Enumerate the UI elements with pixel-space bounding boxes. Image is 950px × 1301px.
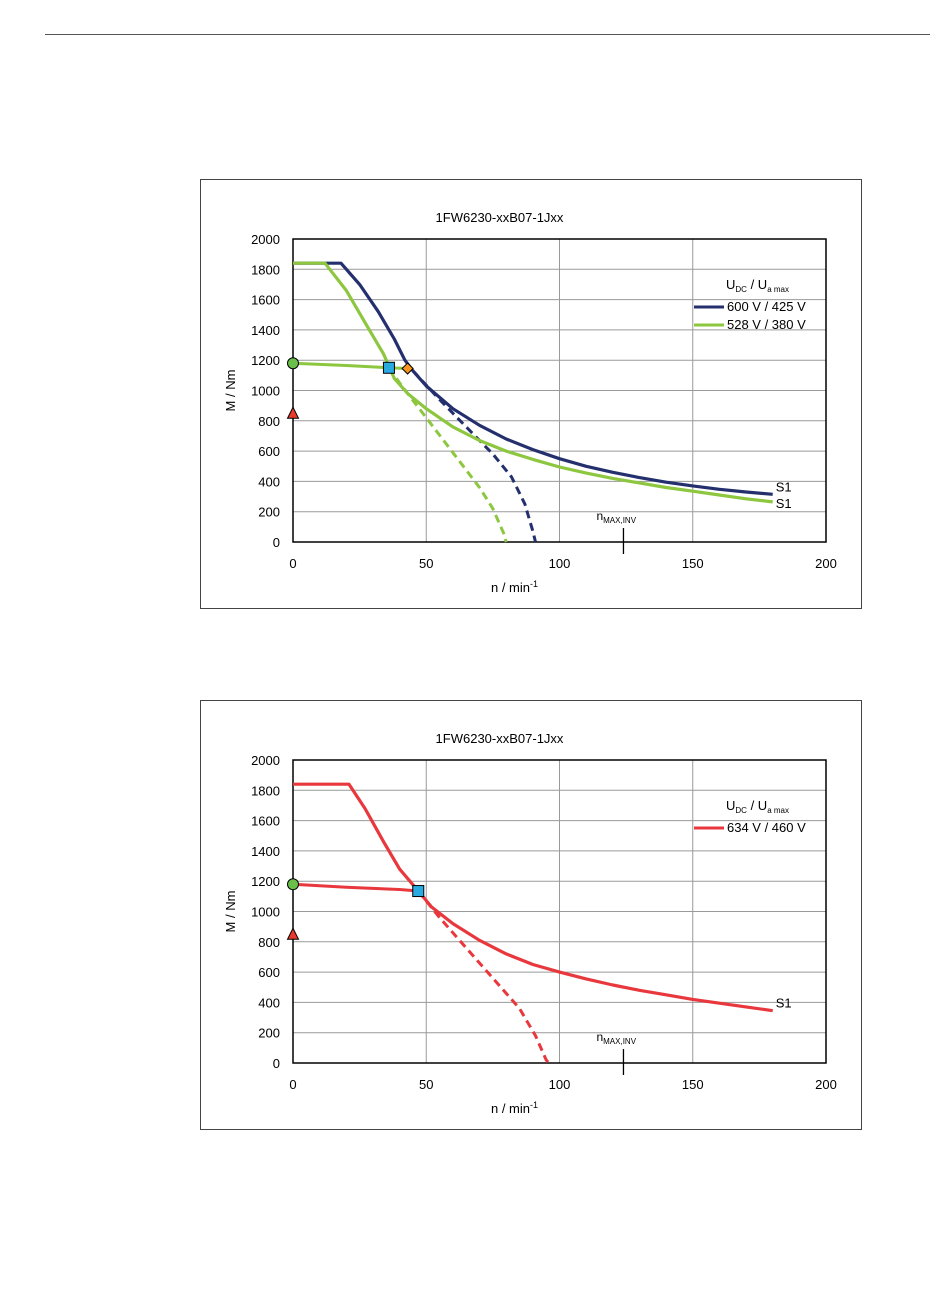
marker-diamond bbox=[401, 362, 414, 375]
base-torque-curve bbox=[292, 882, 419, 893]
y-tick-label: 1600 bbox=[251, 293, 280, 308]
chart-title: 1FW6230-xxB07-1Jxx bbox=[436, 210, 564, 225]
series-line-solid bbox=[293, 782, 773, 1013]
y-tick-label: 400 bbox=[258, 995, 280, 1010]
marker-square bbox=[412, 885, 425, 898]
marker-circle bbox=[287, 357, 299, 370]
y-tick-label: 600 bbox=[258, 444, 280, 459]
y-tick-label: 0 bbox=[273, 535, 280, 550]
marker-square bbox=[382, 361, 395, 374]
x-tick-label: 200 bbox=[815, 1077, 837, 1092]
y-tick-label: 400 bbox=[258, 474, 280, 489]
x-tick-label: 50 bbox=[419, 556, 433, 571]
x-tick-label: 100 bbox=[549, 556, 571, 571]
legend-label: 634 V / 460 V bbox=[727, 820, 806, 835]
y-tick-label: 1400 bbox=[251, 844, 280, 859]
y-tick-label: 1800 bbox=[251, 783, 280, 798]
legend-label: 528 V / 380 V bbox=[727, 317, 806, 332]
y-tick-label: 200 bbox=[258, 1026, 280, 1041]
series-end-label-s1: S1 bbox=[776, 496, 792, 511]
y-tick-label: 1000 bbox=[251, 905, 280, 920]
series-line-solid bbox=[293, 261, 773, 504]
chart-1-svg: 1FW6230-xxB07-1Jxx0200400600800100012001… bbox=[223, 210, 837, 595]
marker-triangle bbox=[286, 406, 300, 419]
x-axis-label: n / min-1 bbox=[491, 1100, 538, 1116]
series-line-solid bbox=[293, 261, 773, 496]
y-tick-label: 800 bbox=[258, 414, 280, 429]
y-tick-label: 0 bbox=[273, 1056, 280, 1071]
legend-label: 600 V / 425 V bbox=[727, 299, 806, 314]
y-tick-label: 800 bbox=[258, 935, 280, 950]
legend-title: UDC / Ua max bbox=[726, 277, 789, 294]
plot-area-border bbox=[292, 238, 827, 543]
x-tick-label: 150 bbox=[682, 1077, 704, 1092]
y-tick-label: 1000 bbox=[251, 384, 280, 399]
x-tick-label: 50 bbox=[419, 1077, 433, 1092]
y-tick-label: 1400 bbox=[251, 323, 280, 338]
y-tick-label: 600 bbox=[258, 965, 280, 980]
legend-title: UDC / Ua max bbox=[726, 798, 789, 815]
y-axis-label: M / Nm bbox=[223, 891, 238, 933]
marker-triangle bbox=[286, 927, 300, 940]
series-line-dashed bbox=[417, 890, 550, 1064]
y-tick-label: 1600 bbox=[251, 814, 280, 829]
y-tick-label: 200 bbox=[258, 505, 280, 520]
base-torque-curve bbox=[292, 361, 408, 370]
series-end-label-s1: S1 bbox=[776, 996, 792, 1011]
x-tick-label: 150 bbox=[682, 556, 704, 571]
marker-circle bbox=[287, 878, 299, 891]
series-line-dashed bbox=[387, 366, 508, 543]
x-tick-label: 0 bbox=[289, 1077, 296, 1092]
y-axis-label: M / Nm bbox=[223, 370, 238, 412]
y-tick-label: 1200 bbox=[251, 353, 280, 368]
series-end-label-s1: S1 bbox=[776, 479, 792, 494]
y-tick-label: 2000 bbox=[251, 232, 280, 247]
x-axis-label: n / min-1 bbox=[491, 579, 538, 595]
chart-title: 1FW6230-xxB07-1Jxx bbox=[436, 731, 564, 746]
chart-2-svg: 1FW6230-xxB07-1Jxx0200400600800100012001… bbox=[223, 731, 837, 1116]
y-tick-label: 2000 bbox=[251, 753, 280, 768]
y-tick-label: 1800 bbox=[251, 262, 280, 277]
page-top-rule bbox=[45, 34, 930, 35]
y-tick-label: 1200 bbox=[251, 874, 280, 889]
x-tick-label: 0 bbox=[289, 556, 296, 571]
torque-speed-chart-1: 1FW6230-xxB07-1Jxx 0 200 400 600 800 1000 1200 1… bbox=[200, 179, 862, 609]
x-tick-label: 100 bbox=[549, 1077, 571, 1092]
series-line-dashed bbox=[411, 369, 537, 543]
x-tick-label: 200 bbox=[815, 556, 837, 571]
plot-area-border bbox=[292, 759, 827, 1064]
torque-speed-chart-2: 1FW6230-xxB07-1Jxx 0 200 400 600 800 1000 1200 1… bbox=[200, 700, 862, 1130]
